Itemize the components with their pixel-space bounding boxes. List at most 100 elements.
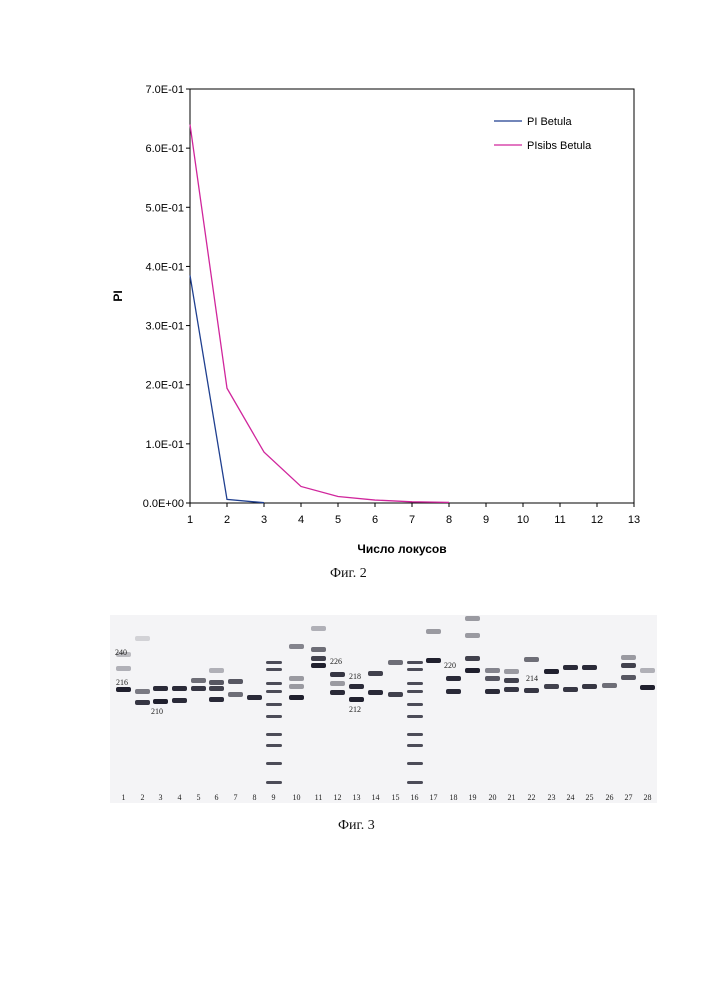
gel-lane-number: 22	[525, 793, 539, 802]
gel-lane-number: 4	[173, 793, 187, 802]
gel-band	[330, 681, 345, 686]
gel-ladder-band	[407, 733, 423, 736]
gel-band	[544, 684, 559, 689]
x-tick-label: 7	[409, 514, 415, 526]
gel-ladder-band	[266, 703, 282, 706]
x-tick-label: 12	[591, 514, 603, 526]
gel-band	[209, 697, 224, 702]
x-tick-label: 9	[483, 514, 489, 526]
gel-ladder-band	[266, 715, 282, 718]
gel-band	[311, 626, 326, 631]
y-tick-label: 4.0E-01	[145, 261, 184, 273]
gel-band	[191, 678, 206, 683]
gel-band	[228, 692, 243, 697]
gel-band	[485, 676, 500, 681]
gel-ladder-band	[407, 682, 423, 685]
gel-size-label: 216	[116, 678, 128, 687]
x-tick-label: 13	[628, 514, 640, 526]
gel-band	[602, 683, 617, 688]
y-tick-label: 3.0E-01	[145, 321, 184, 333]
x-tick-label: 3	[261, 514, 267, 526]
gel-band	[621, 663, 636, 668]
x-tick-label: 10	[517, 514, 529, 526]
gel-band	[289, 644, 304, 649]
x-tick-label: 6	[372, 514, 378, 526]
gel-band	[116, 687, 131, 692]
gel-size-label: 212	[349, 705, 361, 714]
gel-lane-number: 3	[154, 793, 168, 802]
gel-band	[524, 688, 539, 693]
gel-band	[621, 655, 636, 660]
gel-band	[426, 658, 441, 663]
gel-band	[209, 668, 224, 673]
gel-band	[485, 668, 500, 673]
gel-band	[191, 686, 206, 691]
gel-lane-number: 13	[350, 793, 364, 802]
gel-band	[446, 676, 461, 681]
gel-band	[228, 679, 243, 684]
gel-size-label: 220	[444, 661, 456, 670]
gel-band	[426, 629, 441, 634]
gel-ladder-band	[266, 744, 282, 747]
gel-lane-number: 11	[312, 793, 326, 802]
gel-band	[311, 656, 326, 661]
gel-lane-number: 7	[229, 793, 243, 802]
gel-lane-number: 12	[331, 793, 345, 802]
gel-band	[388, 692, 403, 697]
gel-lane-number: 24	[564, 793, 578, 802]
gel-lane-number: 27	[622, 793, 636, 802]
gel-band	[135, 700, 150, 705]
gel-lane-number: 23	[545, 793, 559, 802]
gel-band	[465, 668, 480, 673]
gel-ladder-band	[407, 690, 423, 693]
gel-ladder-band	[266, 762, 282, 765]
gel-size-label: 218	[349, 672, 361, 681]
gel-band	[563, 687, 578, 692]
gel-lane-number: 10	[290, 793, 304, 802]
gel-ladder-band	[266, 661, 282, 664]
gel-electrophoresis-image	[110, 615, 657, 803]
legend-label: PI Betula	[527, 116, 573, 128]
gel-ladder-band	[266, 668, 282, 671]
gel-band	[247, 695, 262, 700]
y-tick-label: 1.0E-01	[145, 439, 184, 451]
gel-size-label: 240	[115, 648, 127, 657]
gel-band	[349, 697, 364, 702]
gel-lane-number: 6	[210, 793, 224, 802]
gel-band	[289, 684, 304, 689]
gel-size-label: 226	[330, 657, 342, 666]
gel-band	[504, 669, 519, 674]
gel-band	[330, 672, 345, 677]
x-tick-label: 8	[446, 514, 452, 526]
gel-band	[311, 663, 326, 668]
gel-size-label: 214	[526, 674, 538, 683]
gel-band	[135, 689, 150, 694]
x-tick-label: 1	[187, 514, 193, 526]
chart-series-layer	[190, 124, 449, 502]
gel-band	[465, 616, 480, 621]
gel-band	[485, 689, 500, 694]
x-tick-label: 2	[224, 514, 230, 526]
gel-band	[524, 657, 539, 662]
gel-lane-number: 9	[267, 793, 281, 802]
gel-ladder-band	[266, 690, 282, 693]
gel-size-label: 210	[151, 707, 163, 716]
gel-ladder-band	[407, 762, 423, 765]
gel-ladder-band	[407, 715, 423, 718]
gel-lane-number: 25	[583, 793, 597, 802]
y-tick-label: 2.0E-01	[145, 380, 184, 392]
gel-band	[153, 699, 168, 704]
gel-band	[640, 685, 655, 690]
y-tick-label: 6.0E-01	[145, 143, 184, 155]
x-tick-label: 4	[298, 514, 304, 526]
gel-band	[289, 695, 304, 700]
gel-band	[330, 690, 345, 695]
gel-band	[311, 647, 326, 652]
gel-band	[388, 660, 403, 665]
gel-ladder-band	[407, 744, 423, 747]
gel-lane-number: 5	[192, 793, 206, 802]
gel-band	[368, 690, 383, 695]
gel-ladder-band	[407, 668, 423, 671]
gel-band	[289, 676, 304, 681]
gel-band	[135, 636, 150, 641]
